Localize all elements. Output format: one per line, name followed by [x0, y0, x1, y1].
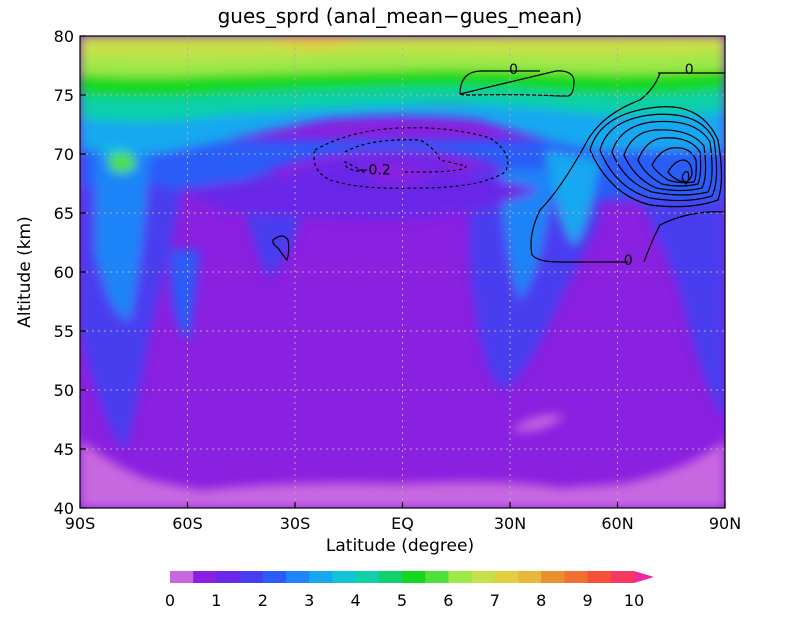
y-tick-label: 40: [54, 499, 74, 518]
contour-label: 0: [685, 62, 694, 78]
x-axis-label: Latitude (degree): [326, 536, 474, 556]
colorbar-tick-label: 7: [490, 591, 500, 610]
colorbar-tick-label: 10: [624, 591, 644, 610]
colorbar-segment: [425, 571, 449, 583]
colorbar-segment: [286, 571, 310, 583]
x-tick-label: 60S: [172, 514, 203, 533]
grid-lines: [80, 36, 725, 508]
y-tick-label: 75: [54, 86, 74, 105]
colorbar-segment: [402, 571, 426, 583]
colorbar-segment: [448, 571, 473, 583]
x-tick-label: 30N: [494, 514, 526, 533]
colorbar-tick-label: 5: [397, 591, 407, 610]
contour-label: −0.2: [357, 162, 391, 178]
colorbar-segment: [471, 571, 496, 583]
contour-label: 0: [624, 253, 633, 269]
y-tick-label: 50: [54, 381, 74, 400]
contour-labels: 0 0 0 −0.2: [357, 62, 694, 269]
y-tick-label: 70: [54, 145, 74, 164]
colorbar-tick-label: 0: [165, 591, 175, 610]
colorbar-segment: [309, 571, 333, 583]
colorbar-tick-label: 6: [443, 591, 453, 610]
colorbar-tick-label: 2: [258, 591, 268, 610]
colorbar-segment: [494, 571, 519, 583]
contour-label: 0: [509, 62, 518, 78]
colorbar-segment: [355, 571, 380, 583]
colorbar-labels: 0 1 2 3 4 5 6 7 8 9 10: [165, 591, 644, 610]
x-tick-label: 60N: [601, 514, 633, 533]
y-tick-label: 55: [54, 322, 74, 341]
colorbar-segment: [587, 571, 612, 583]
y-tick-label: 65: [54, 204, 74, 223]
colorbar-segment: [610, 571, 635, 583]
colorbar-segment: [378, 571, 403, 583]
colorbar-segment: [518, 571, 542, 583]
colorbar-segment: [170, 571, 194, 583]
colorbar-segment: [239, 571, 264, 583]
y-axis-label: Altitude (km): [15, 216, 35, 328]
chart-title: gues_sprd (anal_mean−gues_mean): [218, 4, 583, 28]
y-tick-label: 60: [54, 263, 74, 282]
colorbar: [170, 571, 654, 583]
colorbar-segment: [564, 571, 589, 583]
colorbar-tick-label: 8: [536, 591, 546, 610]
colorbar-segment: [541, 571, 565, 583]
x-tick-label: EQ: [391, 514, 414, 533]
colorbar-segment: [262, 571, 287, 583]
colorbar-tick-label: 4: [351, 591, 361, 610]
y-tick-label: 80: [54, 27, 74, 46]
colorbar-segment: [332, 571, 357, 583]
y-axis: 40 45 50 55 60 65 70 75 80: [54, 27, 86, 518]
x-axis: 90S 60S 30S EQ 30N 60N 90N: [65, 502, 741, 533]
y-tick-label: 45: [54, 440, 74, 459]
contour-lines: [272, 70, 725, 263]
colorbar-tick-label: 9: [583, 591, 593, 610]
colorbar-extend-arrow: [634, 571, 654, 583]
x-tick-label: 30S: [280, 514, 311, 533]
colorbar-segment: [193, 571, 217, 583]
colorbar-tick-label: 3: [304, 591, 314, 610]
x-tick-label: 90S: [65, 514, 96, 533]
colorbar-segment: [216, 571, 241, 583]
colorbar-tick-label: 1: [211, 591, 221, 610]
x-tick-label: 90N: [709, 514, 741, 533]
